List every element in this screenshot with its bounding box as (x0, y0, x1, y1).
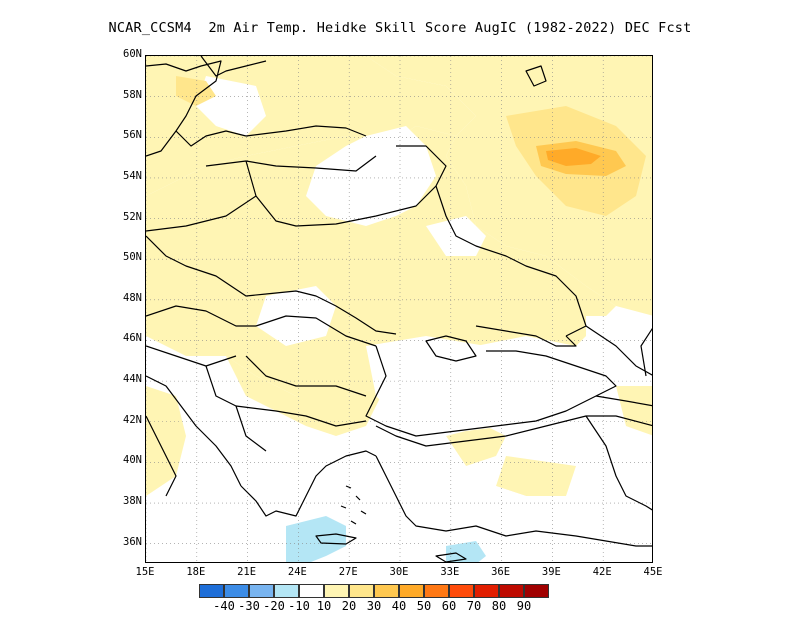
poland-border (146, 195, 267, 297)
adriatic-coast (146, 375, 242, 487)
latitude-tick-label: 56N (123, 129, 142, 142)
colorbar-swatch (399, 584, 424, 598)
lake-ladoga (525, 65, 547, 87)
latitude-tick-label: 58N (123, 88, 142, 101)
colorbar-label: -20 (263, 599, 285, 613)
baltic-coastline (146, 60, 222, 157)
colorbar-swatch (224, 584, 249, 598)
latitude-tick-label: 36N (123, 535, 142, 548)
colorbar-label: 30 (366, 599, 382, 613)
colorbar-swatch (324, 584, 349, 598)
colorbar-label: 10 (316, 599, 332, 613)
longitude-tick-label: 24E (287, 566, 307, 578)
longitude-tick-label: 21E (237, 566, 257, 578)
longitude-tick-label: 45E (643, 566, 663, 578)
latitude-tick-label: 38N (123, 495, 142, 508)
latitude-tick-label: 44N (123, 373, 142, 386)
skill-region-east-margin (616, 386, 652, 436)
colorbar-swatch (274, 584, 299, 598)
colorbar-label: -30 (238, 599, 260, 613)
black-sea-coast (365, 345, 617, 437)
latitude-tick-label: 60N (123, 48, 142, 60)
skill-white-turkey (316, 436, 652, 562)
colorbar-swatch (474, 584, 499, 598)
longitude-tick-label: 15E (135, 566, 155, 578)
finland-gulf-coast (200, 56, 267, 77)
belarus-border (245, 145, 447, 227)
colorbar-swatch (249, 584, 274, 598)
skill-white-italy (146, 456, 206, 562)
colorbar-swatch (449, 584, 474, 598)
skill-region-levant-negative (446, 541, 486, 562)
caspian-coast (640, 327, 652, 377)
heidke-skill-map (146, 56, 652, 562)
longitude-tick-label: 36E (491, 566, 511, 578)
longitude-tick-label: 42E (592, 566, 612, 578)
ukraine-russia-border (435, 185, 587, 337)
azov-coast (475, 325, 577, 347)
hungary-border (146, 305, 256, 367)
turkey-west-coast (375, 455, 652, 547)
longitude-tick-label: 39E (541, 566, 561, 578)
colorbar-swatch (299, 584, 324, 598)
latitude-tick-label: 50N (123, 251, 142, 264)
colorbar-label: 70 (466, 599, 482, 613)
map-frame (145, 55, 653, 563)
turkey-north-coast (375, 415, 652, 447)
italy-coast (146, 415, 177, 497)
colorbar-label: 40 (391, 599, 407, 613)
greece-coast (240, 450, 377, 517)
skill-white-southeast (586, 316, 652, 386)
skill-white-blacksea (366, 336, 566, 431)
colorbar-label: -40 (213, 599, 235, 613)
colorbar-label: 60 (441, 599, 457, 613)
cyprus-coast (435, 552, 467, 562)
latitude-tick-label: 42N (123, 413, 142, 426)
map-title: NCAR_CCSM4 2m Air Temp. Heidke Skill Sco… (108, 20, 692, 36)
turkey-east-borders (585, 415, 652, 511)
colorbar-label: 20 (341, 599, 357, 613)
skill-region-aegean-negative (286, 516, 346, 562)
latitude-tick-label: 46N (123, 332, 142, 345)
colorbar-swatch (349, 584, 374, 598)
longitude-tick-label: 27E (338, 566, 358, 578)
skill-region-anatolia-east (496, 456, 576, 496)
baltic-borders (205, 125, 377, 172)
skill-region-volga-core (546, 148, 601, 166)
skill-region-west-coast (146, 386, 186, 496)
longitude-tick-label: 18E (186, 566, 206, 578)
latitude-tick-label: 48N (123, 291, 142, 304)
colorbar-swatch (424, 584, 449, 598)
latitude-tick-label: 40N (123, 454, 142, 467)
latitude-tick-label: 52N (123, 210, 142, 223)
ukraine-border-west (265, 290, 397, 335)
skill-region-balkan (226, 356, 386, 436)
balkan-borders (205, 365, 367, 452)
latitude-tick-label: 54N (123, 169, 142, 182)
skill-region-anatolia-north (446, 426, 506, 466)
romania-border (245, 315, 377, 397)
aegean-islands (340, 485, 367, 525)
longitude-tick-label: 33E (440, 566, 460, 578)
colorbar-swatch (199, 584, 224, 598)
colorbar-swatch (499, 584, 524, 598)
colorbar-label: 90 (516, 599, 532, 613)
colorbar-swatch (524, 584, 549, 598)
latvia-estonia-coast (175, 130, 247, 147)
skill-white-poland (196, 76, 266, 136)
colorbar-label: -10 (288, 599, 310, 613)
colorbar-label: 80 (491, 599, 507, 613)
colorbar-label: 50 (416, 599, 432, 613)
skill-white-carpathian (256, 286, 336, 346)
crete-coast (315, 533, 357, 545)
skill-region-baltic-patch (176, 76, 216, 106)
longitude-tick-label: 30E (389, 566, 409, 578)
crimea-coast (425, 335, 477, 362)
skill-white-belarus (306, 126, 436, 226)
colorbar-swatch (374, 584, 399, 598)
